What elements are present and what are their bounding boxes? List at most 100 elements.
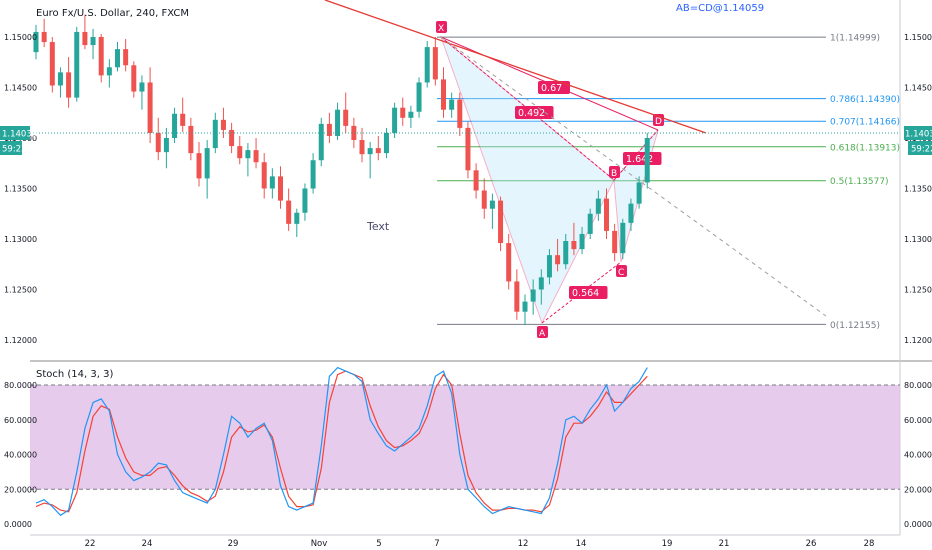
candle-body <box>498 200 504 244</box>
current-price-badge-right: 1.14039 59:22 <box>904 126 932 155</box>
chart-title: Euro Fx/U.S. Dollar, 240, FXCM <box>36 8 189 19</box>
time-tick: 14 <box>576 539 587 549</box>
stoch-d-line <box>35 370 648 513</box>
price-tick-right: 1.14500 <box>904 84 932 93</box>
candle-body <box>245 150 251 159</box>
time-tick: 7 <box>434 539 439 549</box>
time-tick: 28 <box>864 539 875 549</box>
candle-body <box>367 148 373 155</box>
candle-body <box>66 72 72 98</box>
candle-body <box>188 125 194 154</box>
svg-text:1.14039: 1.14039 <box>905 130 932 140</box>
candle-body <box>302 188 308 213</box>
price-tick-right: 1.12500 <box>904 286 932 295</box>
fib-level-label: 0(1.12155) <box>830 321 880 331</box>
text-annotation: Text <box>366 220 390 233</box>
candle-body <box>106 67 112 76</box>
candle-body <box>449 99 455 110</box>
price-tick-left: 1.13500 <box>4 185 37 194</box>
stoch-band <box>30 385 900 490</box>
price-pane[interactable] <box>30 0 900 360</box>
time-tick: 29 <box>228 539 239 549</box>
time-tick: 5 <box>376 539 381 549</box>
candle-body <box>278 176 283 201</box>
candle-body <box>506 243 512 282</box>
pattern-point-label: D <box>655 117 662 127</box>
pattern-point-badge <box>537 326 548 338</box>
candle-body <box>546 255 552 278</box>
pattern-ratio-badge <box>623 152 662 165</box>
pattern-point-label: B <box>611 169 617 179</box>
resistance-trendline <box>324 0 707 134</box>
candle-body <box>343 109 349 126</box>
candle-body <box>612 230 618 254</box>
candle-body <box>139 82 145 92</box>
candle-body <box>489 200 495 209</box>
pattern-ratio-badge <box>515 106 554 119</box>
candle-body <box>538 277 544 290</box>
candle-body <box>310 160 316 189</box>
pattern-ratio-line <box>613 129 659 181</box>
stoch-tick-left: 80.0000 <box>4 381 37 390</box>
price-tick-left: 1.12500 <box>4 286 37 295</box>
candle-body <box>392 107 398 133</box>
candle-body <box>49 42 55 86</box>
candle-body <box>212 119 218 149</box>
candle-body <box>180 113 186 126</box>
fib-level-label: 0.707(1.14166) <box>830 118 900 128</box>
candle-body <box>41 31 47 43</box>
candle-body <box>628 203 634 223</box>
stoch-tick-left: 40.0000 <box>4 451 37 460</box>
stoch-tick-left: 20.0000 <box>4 485 37 494</box>
candle-body <box>131 65 137 92</box>
candle-body <box>98 37 104 76</box>
stoch-tick-left: 0.0000 <box>4 520 32 529</box>
candle-body <box>432 47 438 80</box>
candle-body <box>604 198 609 231</box>
price-tick-right: 1.13000 <box>904 235 932 244</box>
candle-body <box>74 31 80 98</box>
time-tick: 19 <box>662 539 673 549</box>
candle-body <box>595 198 601 214</box>
candle-body <box>294 212 300 224</box>
fib-level-label: 1(1.14999) <box>830 34 880 44</box>
candle-body <box>204 148 210 179</box>
candle-body <box>416 82 422 112</box>
candle-body <box>530 289 536 302</box>
price-tick-left: 1.13000 <box>4 235 37 244</box>
candle-body <box>644 138 650 183</box>
price-tick-right: 1.15000 <box>904 33 932 42</box>
candle-body <box>90 37 96 46</box>
candle-body <box>587 213 593 234</box>
stoch-tick-right: 0.0000 <box>904 520 932 529</box>
candle-body <box>481 190 487 209</box>
candle-body <box>620 222 626 254</box>
pattern-ratio-label: 0.492 <box>518 108 545 119</box>
pattern-ratio-label: 0.564 <box>572 288 599 299</box>
fib-level-label: 0.618(1.13913) <box>830 143 900 153</box>
pattern-ratio-badge <box>569 286 608 299</box>
candle-body <box>522 301 528 312</box>
pattern-ratio-line <box>541 261 622 324</box>
candle-body <box>359 140 365 155</box>
candle-body <box>82 31 88 46</box>
pattern-point-label: C <box>618 268 624 278</box>
candle-body <box>351 125 357 141</box>
candle-body <box>383 132 389 154</box>
pattern-ratio-badge <box>538 81 570 94</box>
stoch-title: Stoch (14, 3, 3) <box>36 369 113 380</box>
candle-body <box>155 132 161 153</box>
fib-level-label: 0.5(1.13577) <box>830 177 889 187</box>
candle-body <box>229 129 235 147</box>
candle-body <box>253 150 259 163</box>
time-tick: 12 <box>518 539 529 549</box>
stoch-tick-right: 20.0000 <box>904 485 932 494</box>
fib-level-label: 0.786(1.14390) <box>830 95 900 105</box>
price-tick-right: 1.12000 <box>904 336 932 345</box>
pattern-point-badge <box>609 166 620 178</box>
candle-body <box>147 82 153 133</box>
stoch-tick-left: 60.0000 <box>4 416 37 425</box>
candle-body <box>286 200 292 224</box>
pattern-ratio-label: 0.67 <box>541 83 562 94</box>
